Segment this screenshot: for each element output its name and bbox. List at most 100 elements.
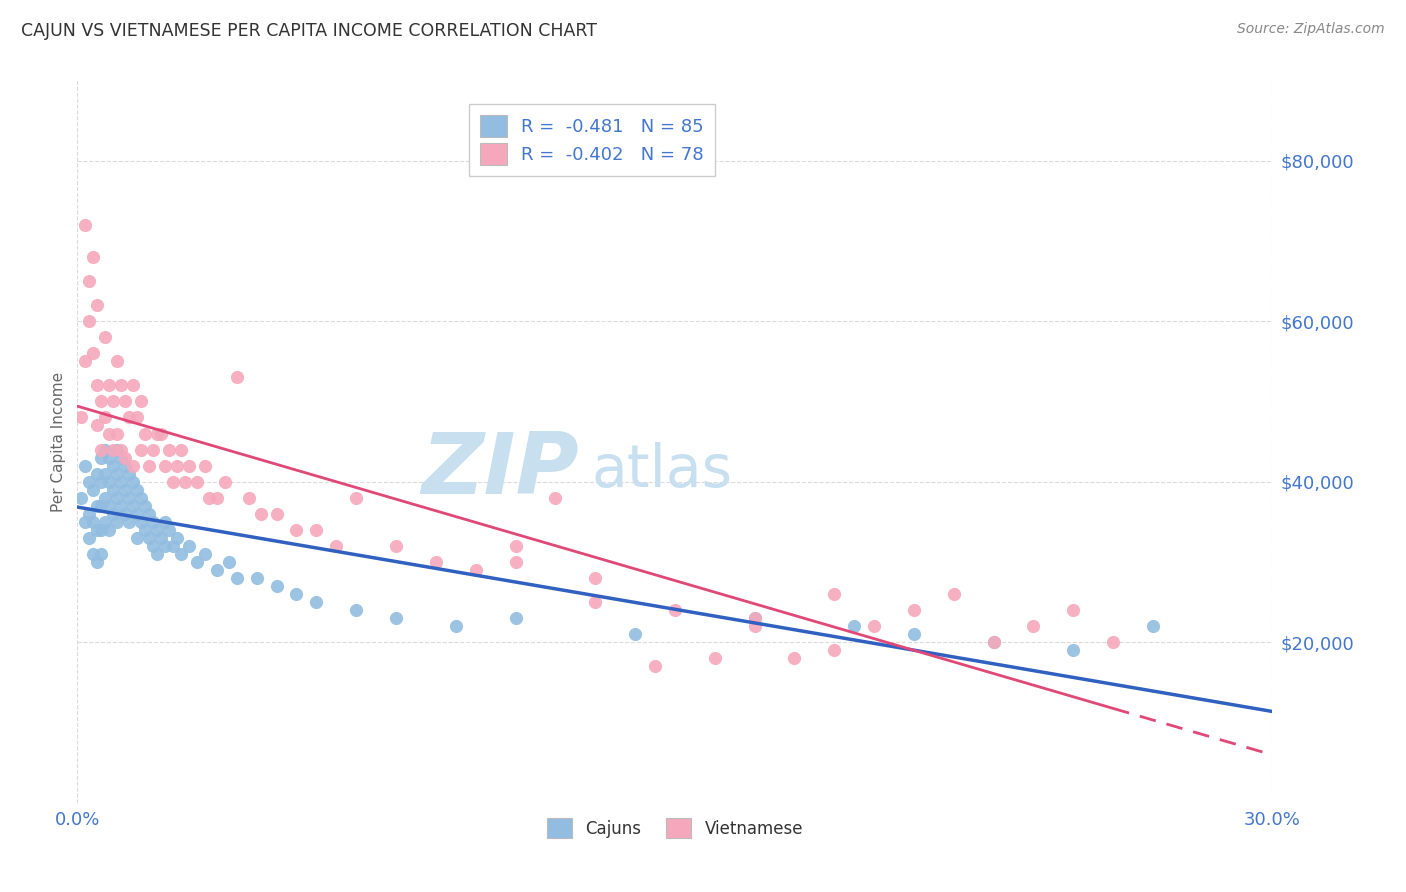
Point <box>644 659 666 673</box>
Point <box>823 643 845 657</box>
Point <box>114 458 136 473</box>
Point <box>103 483 124 497</box>
Point <box>177 458 200 473</box>
Point <box>285 523 308 537</box>
Point <box>98 499 121 513</box>
Point <box>186 555 208 569</box>
Text: Source: ZipAtlas.com: Source: ZipAtlas.com <box>1237 22 1385 37</box>
Point <box>142 539 165 553</box>
Legend: Cajuns, Vietnamese: Cajuns, Vietnamese <box>540 812 810 845</box>
Point <box>205 491 228 505</box>
Point <box>110 378 132 392</box>
Text: CAJUN VS VIETNAMESE PER CAPITA INCOME CORRELATION CHART: CAJUN VS VIETNAMESE PER CAPITA INCOME CO… <box>21 22 598 40</box>
Point <box>142 442 165 457</box>
Point <box>79 531 101 545</box>
Point <box>444 619 467 633</box>
Point <box>157 523 180 537</box>
Point <box>122 499 145 513</box>
Point <box>170 547 193 561</box>
Point <box>86 555 108 569</box>
Point <box>664 603 686 617</box>
Point <box>122 458 145 473</box>
Point <box>146 547 169 561</box>
Point <box>82 346 104 360</box>
Point <box>150 426 173 441</box>
Point <box>94 410 117 425</box>
Point <box>75 458 97 473</box>
Point <box>214 475 236 489</box>
Point <box>1062 603 1084 617</box>
Point <box>129 394 152 409</box>
Point <box>98 475 121 489</box>
Point <box>86 298 108 312</box>
Point <box>79 475 101 489</box>
Point <box>583 571 606 585</box>
Point <box>246 571 269 585</box>
Point <box>1102 635 1125 649</box>
Point <box>134 499 156 513</box>
Point <box>385 611 408 625</box>
Point <box>105 442 128 457</box>
Point <box>134 426 156 441</box>
Point <box>464 563 486 577</box>
Point <box>218 555 240 569</box>
Point <box>118 515 141 529</box>
Text: atlas: atlas <box>592 442 733 499</box>
Point <box>82 547 104 561</box>
Point <box>174 475 197 489</box>
Point <box>863 619 886 633</box>
Point <box>153 515 176 529</box>
Point <box>79 507 101 521</box>
Point <box>583 595 606 609</box>
Point <box>385 539 408 553</box>
Point <box>90 499 112 513</box>
Point <box>624 627 647 641</box>
Point <box>153 458 176 473</box>
Point <box>79 314 101 328</box>
Point <box>86 378 108 392</box>
Point <box>127 531 149 545</box>
Point <box>103 442 124 457</box>
Point <box>110 475 132 489</box>
Point <box>266 507 288 521</box>
Point <box>94 467 117 481</box>
Point <box>75 218 97 232</box>
Point <box>90 523 112 537</box>
Point <box>90 442 112 457</box>
Point <box>170 442 193 457</box>
Point <box>942 587 965 601</box>
Point <box>1022 619 1045 633</box>
Point <box>118 410 141 425</box>
Point <box>505 539 527 553</box>
Point <box>105 354 128 368</box>
Point <box>127 410 149 425</box>
Point <box>86 467 108 481</box>
Point <box>166 531 188 545</box>
Point <box>138 458 160 473</box>
Point <box>94 330 117 344</box>
Point <box>305 595 328 609</box>
Point <box>344 491 367 505</box>
Point <box>98 426 121 441</box>
Point <box>344 603 367 617</box>
Point <box>98 450 121 465</box>
Y-axis label: Per Capita Income: Per Capita Income <box>51 371 66 512</box>
Point <box>505 555 527 569</box>
Point <box>86 499 108 513</box>
Point <box>194 458 217 473</box>
Point <box>122 475 145 489</box>
Point <box>103 507 124 521</box>
Point <box>105 467 128 481</box>
Point <box>110 499 132 513</box>
Point <box>94 515 117 529</box>
Point <box>505 611 527 625</box>
Point <box>98 523 121 537</box>
Point <box>325 539 347 553</box>
Point <box>285 587 308 601</box>
Point <box>114 394 136 409</box>
Point <box>225 370 247 384</box>
Point <box>129 442 152 457</box>
Point <box>103 394 124 409</box>
Point <box>544 491 567 505</box>
Point <box>238 491 260 505</box>
